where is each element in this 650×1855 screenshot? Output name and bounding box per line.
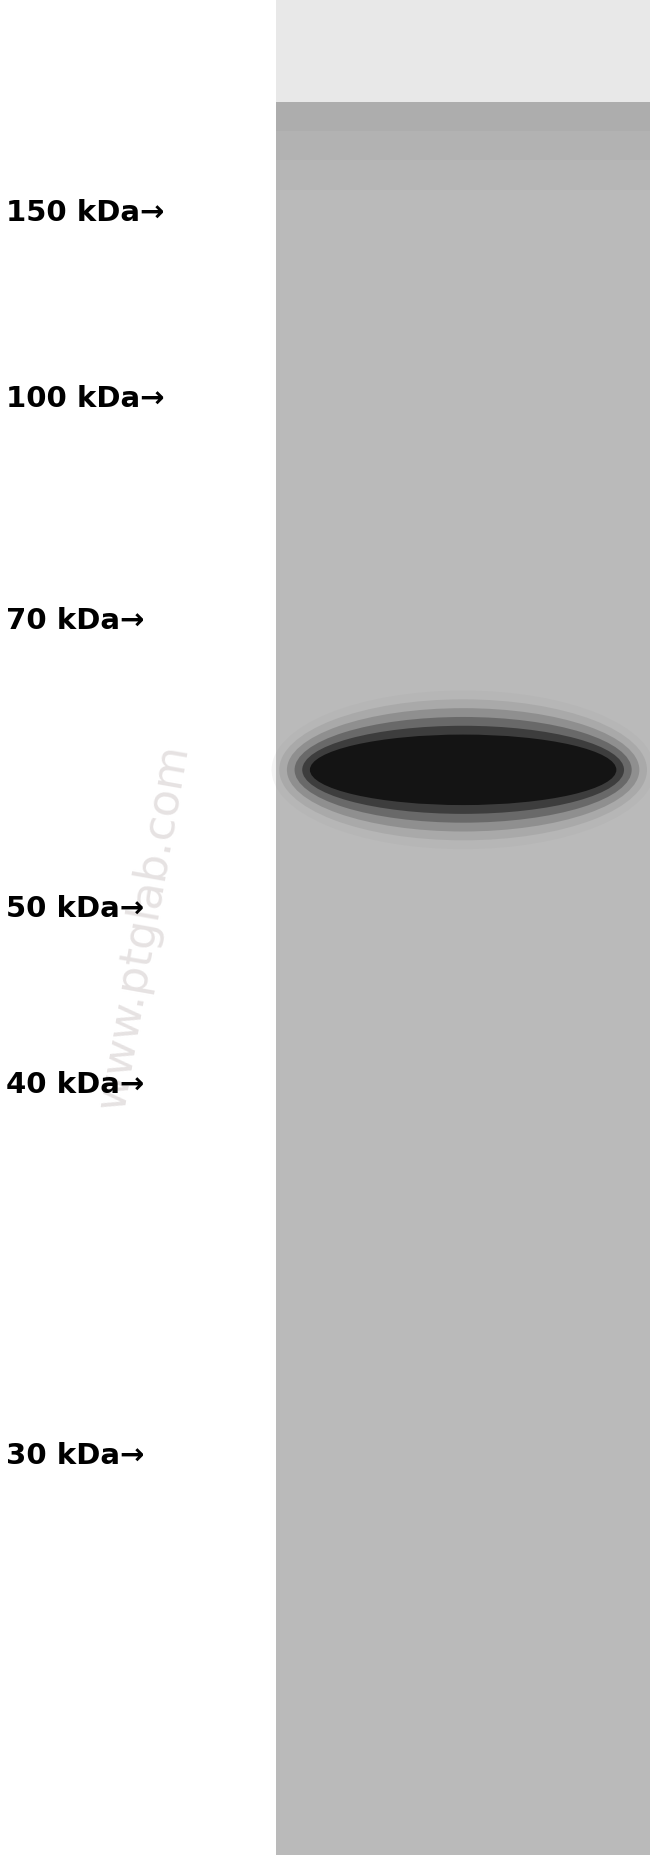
Bar	[276, 1300, 650, 1328]
Bar	[276, 1124, 650, 1154]
Bar	[276, 1447, 650, 1475]
Bar	[276, 1037, 650, 1067]
Bar	[276, 1007, 650, 1037]
Text: 100 kDa→: 100 kDa→	[6, 384, 165, 414]
Ellipse shape	[272, 690, 650, 850]
Bar	[276, 1388, 650, 1417]
Bar	[276, 950, 650, 979]
Bar	[276, 1213, 650, 1241]
Bar	[276, 1738, 650, 1768]
Text: 40 kDa→: 40 kDa→	[6, 1070, 145, 1100]
Bar	[276, 890, 650, 920]
Bar	[276, 336, 650, 365]
Bar	[276, 1592, 650, 1621]
Bar	[276, 803, 650, 833]
Text: www.ptglab.com: www.ptglab.com	[90, 742, 196, 1113]
Ellipse shape	[287, 709, 640, 831]
Bar	[276, 1825, 650, 1855]
Bar	[276, 1067, 650, 1094]
Bar	[276, 1094, 650, 1124]
Bar	[276, 744, 650, 774]
Bar	[276, 1475, 650, 1504]
Bar	[276, 1417, 650, 1447]
Bar	[276, 423, 650, 453]
Ellipse shape	[280, 699, 647, 840]
Bar	[276, 569, 650, 599]
Bar	[276, 132, 650, 160]
Bar	[276, 1621, 650, 1651]
Ellipse shape	[310, 735, 616, 805]
Bar	[276, 627, 650, 657]
Bar	[276, 657, 650, 686]
Bar	[276, 219, 650, 249]
Bar	[276, 979, 650, 1007]
Bar	[276, 716, 650, 744]
Bar	[276, 1679, 650, 1708]
Text: 150 kDa→: 150 kDa→	[6, 198, 165, 228]
Bar	[276, 1183, 650, 1213]
Bar	[276, 686, 650, 716]
Bar	[276, 1534, 650, 1562]
Bar	[276, 482, 650, 512]
Bar	[276, 1504, 650, 1534]
Bar	[276, 276, 650, 306]
Bar	[276, 1796, 650, 1825]
Bar	[276, 920, 650, 950]
Bar	[276, 0, 650, 102]
Text: 70 kDa→: 70 kDa→	[6, 607, 145, 636]
Bar	[276, 1241, 650, 1271]
Bar	[276, 453, 650, 482]
Bar	[276, 833, 650, 863]
Bar	[276, 1708, 650, 1738]
Bar	[276, 365, 650, 393]
Text: 50 kDa→: 50 kDa→	[6, 894, 144, 924]
Bar	[276, 599, 650, 627]
Bar	[276, 160, 650, 189]
Bar	[276, 861, 650, 890]
Bar	[276, 1768, 650, 1796]
Ellipse shape	[302, 725, 624, 814]
Bar	[276, 249, 650, 278]
Bar	[276, 306, 650, 336]
Bar	[276, 1330, 650, 1358]
Bar	[276, 774, 650, 803]
Bar	[276, 1154, 650, 1183]
Bar	[276, 189, 650, 219]
Bar	[276, 1358, 650, 1388]
Text: 30 kDa→: 30 kDa→	[6, 1441, 145, 1471]
Bar	[276, 1562, 650, 1592]
Bar	[276, 540, 650, 569]
Ellipse shape	[294, 716, 632, 824]
Bar	[276, 1651, 650, 1681]
Bar	[276, 1271, 650, 1300]
Bar	[276, 102, 650, 132]
Bar	[276, 510, 650, 540]
Bar	[276, 393, 650, 423]
